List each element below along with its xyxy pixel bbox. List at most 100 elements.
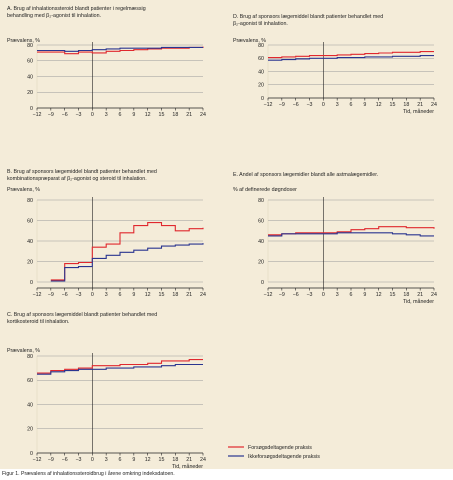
panel-c-xtick-label: 6 (119, 457, 122, 463)
panel-b-xtick-label: 18 (172, 292, 178, 298)
panel-e-series-blue-line (268, 232, 434, 237)
panel-c-xtick-label: 12 (145, 457, 151, 463)
panel-b-series-red-line (50, 222, 204, 281)
figure-caption: Figur 1. Prævalens af inhalationssteroid… (0, 469, 453, 480)
panel-e-xtick-label: 24 (431, 292, 437, 298)
panel-e-xtick-label: 0 (322, 292, 325, 298)
panel-a-xtick-label: −6 (62, 112, 68, 118)
panel-a-xtick-label: 12 (145, 112, 151, 118)
panel-e-xtick-label: 6 (350, 292, 353, 298)
panel-d-series-blue-line (268, 55, 434, 61)
panel-c-xtick-label: −6 (62, 457, 68, 463)
panel-c-ylabel: Prævalens, % (7, 348, 40, 354)
panel-d-xtick-label: −9 (279, 102, 285, 108)
panel-b-xtick-label: −3 (75, 292, 81, 298)
panel-a-ytick-label: 80 (27, 43, 33, 49)
panel-e-xtick-label: 21 (417, 292, 423, 298)
panel-a-series-blue-line (37, 46, 203, 52)
panel-d-xtick-label: 12 (376, 102, 382, 108)
panel-b-xtick-label: 0 (91, 292, 94, 298)
panel-b-xtick-label: 24 (200, 292, 206, 298)
panel-d-xtick-label: 18 (403, 102, 409, 108)
panel-e-ylabel: % af definerede døgndoser (233, 187, 297, 193)
panel-a-xtick-label: 9 (132, 112, 135, 118)
panel-d-xtick-label: 21 (417, 102, 423, 108)
panel-b-ytick-label: 60 (27, 218, 33, 224)
panel-c-xtick-label: 9 (132, 457, 135, 463)
panel-e-ytick-label: 80 (258, 198, 264, 204)
panel-a-ytick-label: 0 (30, 106, 33, 112)
panel-a-ytick-label: 60 (27, 59, 33, 65)
panel-c-ytick-label: 60 (27, 378, 33, 384)
panel-c-ytick-label: 0 (30, 451, 33, 457)
panel-c-series-blue-line (37, 363, 203, 375)
panel-e-ytick-label: 40 (258, 239, 264, 245)
panel-c-xtick-label: 0 (91, 457, 94, 463)
panel-c-xtick-label: 15 (159, 457, 165, 463)
panel-b-xtick-label: 6 (119, 292, 122, 298)
panel-e-ytick-label: 0 (261, 280, 264, 286)
panel-c-series-red-line (37, 359, 203, 374)
panel-a-title-line: A. Brug af inhalationssteroid blandt pat… (7, 6, 146, 12)
panel-b-xtick-label: 9 (132, 292, 135, 298)
panel-b-xtick-label: −6 (62, 292, 68, 298)
panel-c-xlabel: Tid, måneder (172, 463, 203, 469)
panel-c-xtick-label: 18 (172, 457, 178, 463)
panel-a-xtick-label: 21 (186, 112, 192, 118)
panel-a-xtick-label: 6 (119, 112, 122, 118)
panel-e-xtick-label: 9 (363, 292, 366, 298)
panel-d-ytick-label: 40 (258, 69, 264, 75)
panel-e-xtick-label: 3 (336, 292, 339, 298)
panel-b-ytick-label: 20 (27, 259, 33, 265)
panel-c-ytick-label: 80 (27, 354, 33, 360)
panel-a-series-red-line (37, 46, 204, 55)
panel-e-title-line: E. Andel af sponsors lægemidler blandt a… (233, 172, 378, 178)
panel-b-xtick-label: 12 (145, 292, 151, 298)
panel-a-ytick-label: 20 (27, 90, 33, 96)
panel-a-xtick-label: −12 (33, 112, 42, 118)
panel-e-xtick-label: 15 (390, 292, 396, 298)
panel-d-xtick-label: −3 (306, 102, 312, 108)
legend-red-label: Forsøgsdeltagende praksis (248, 445, 312, 451)
panel-a-title-line: behandling med β₂-agonist til inhalation… (7, 13, 101, 19)
panel-b-ytick-label: 0 (30, 280, 33, 286)
panel-b-ytick-label: 40 (27, 239, 33, 245)
panel-d-title-line: β₂-agonist til inhalation. (233, 21, 288, 27)
panel-d-xtick-label: −6 (293, 102, 299, 108)
panel-b-ytick-label: 80 (27, 198, 33, 204)
panel-e-xlabel: Tid, måneder (403, 298, 434, 305)
panel-a-ylabel: Prævalens, % (7, 38, 40, 44)
panel-d-ytick-label: 80 (258, 43, 264, 49)
panel-b-xtick-label: 3 (105, 292, 108, 298)
panel-a-ytick-label: 40 (27, 74, 33, 80)
panel-a-xtick-label: 0 (91, 112, 94, 118)
panel-d-series-red-line (268, 51, 434, 59)
panel-c-title-line: C. Brug af sponsors lægemiddel blandt pa… (7, 312, 157, 318)
panel-a-xtick-label: 15 (159, 112, 165, 118)
panel-e-xtick-label: 18 (403, 292, 409, 298)
panel-a-xtick-label: −3 (75, 112, 81, 118)
panel-d-xtick-label: 0 (322, 102, 325, 108)
panel-c-xtick-label: 21 (186, 457, 192, 463)
panel-d-ylabel: Prævalens, % (233, 38, 266, 44)
panel-d-ytick-label: 0 (261, 96, 264, 102)
panel-c-xtick-label: −3 (75, 457, 81, 463)
panel-b-xtick-label: −12 (33, 292, 42, 298)
panel-d-xtick-label: 3 (336, 102, 339, 108)
panel-c-xtick-label: −12 (33, 457, 42, 463)
panel-e-xtick-label: −12 (264, 292, 273, 298)
panel-c-xtick-label: 24 (200, 457, 206, 463)
panel-a-xtick-label: 18 (172, 112, 178, 118)
panel-b-xtick-label: 21 (186, 292, 192, 298)
panel-a-xtick-label: −9 (48, 112, 54, 118)
panel-e-xtick-label: −6 (293, 292, 299, 298)
panel-d-xtick-label: −12 (264, 102, 273, 108)
panel-d-xtick-label: 6 (350, 102, 353, 108)
panel-e-xtick-label: −9 (279, 292, 285, 298)
panel-e-ytick-label: 20 (258, 259, 264, 265)
panel-d-xtick-label: 15 (390, 102, 396, 108)
panel-d-ytick-label: 60 (258, 56, 264, 62)
figure-canvas: A. Brug af inhalationssteroid blandt pat… (7, 6, 437, 469)
panel-e-xtick-label: −3 (306, 292, 312, 298)
